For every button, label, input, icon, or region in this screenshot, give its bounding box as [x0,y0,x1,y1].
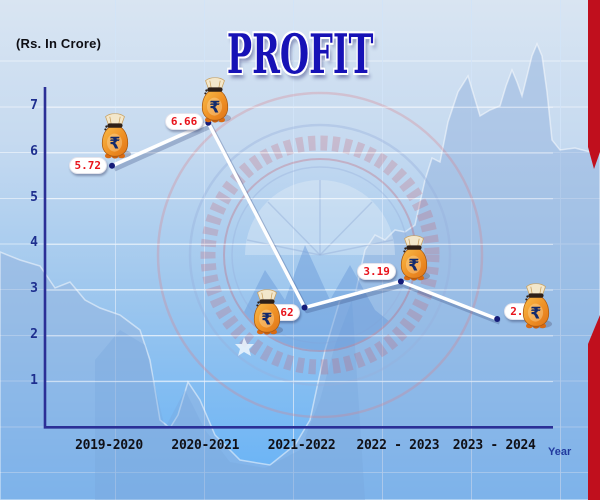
rupee-money-bag-icon [98,113,132,159]
ribbon-top [588,0,600,169]
ribbon-bottom [588,315,600,500]
y-axis-unit-label: (Rs. In Crore) [16,36,102,51]
x-category-label: 2020-2021 [171,438,240,453]
value-label-pill: 5.72 [68,156,107,174]
x-category-label: 2022 - 2023 [356,438,440,453]
series-line [110,121,499,321]
seal-artwork [235,180,400,350]
page-title-text: PROFIT [226,22,374,86]
y-tick-label: 4 [30,235,38,251]
rupee-money-bag-icon [397,235,431,281]
seal-star [235,337,254,356]
value-label-pill: 6.66 [164,112,204,130]
value-label-pill: 2.62 [261,303,300,321]
seal-outer-ring [156,91,484,419]
series-line-shadow [113,124,501,325]
silhouette-shape [0,42,600,500]
y-tick-label: 2 [30,326,38,342]
data-point-marker [109,162,115,169]
y-tick-label: 7 [30,98,38,114]
data-point-marker [205,119,212,126]
seal-lettering-ring [200,135,440,375]
x-axis-title: Year [548,446,572,458]
data-point-marker [301,304,308,311]
value-label-pill: 2.37 [504,302,543,320]
x-category-label: 2023 - 2024 [452,438,536,453]
page-title: PROFIT [0,22,600,86]
data-point-marker [494,315,501,322]
silhouette-shape-inner [95,300,365,500]
y-tick-label: 6 [30,143,38,159]
rupee-money-bag-icon [250,289,284,335]
y-tick-label: 5 [30,189,38,205]
data-point-marker [397,278,404,285]
rupee-money-bag-icon [519,283,553,329]
seal-inner-ring-2 [231,166,409,344]
y-tick-label: 1 [30,372,38,388]
x-category-label: 2021-2022 [267,438,336,453]
value-label-pill: 3.19 [357,263,396,281]
seal-ring [188,123,452,387]
x-category-label: 2019-2020 [75,438,143,453]
seal-inner-ring [223,158,417,352]
axis-lines [43,87,553,429]
y-tick-label: 3 [30,281,38,297]
